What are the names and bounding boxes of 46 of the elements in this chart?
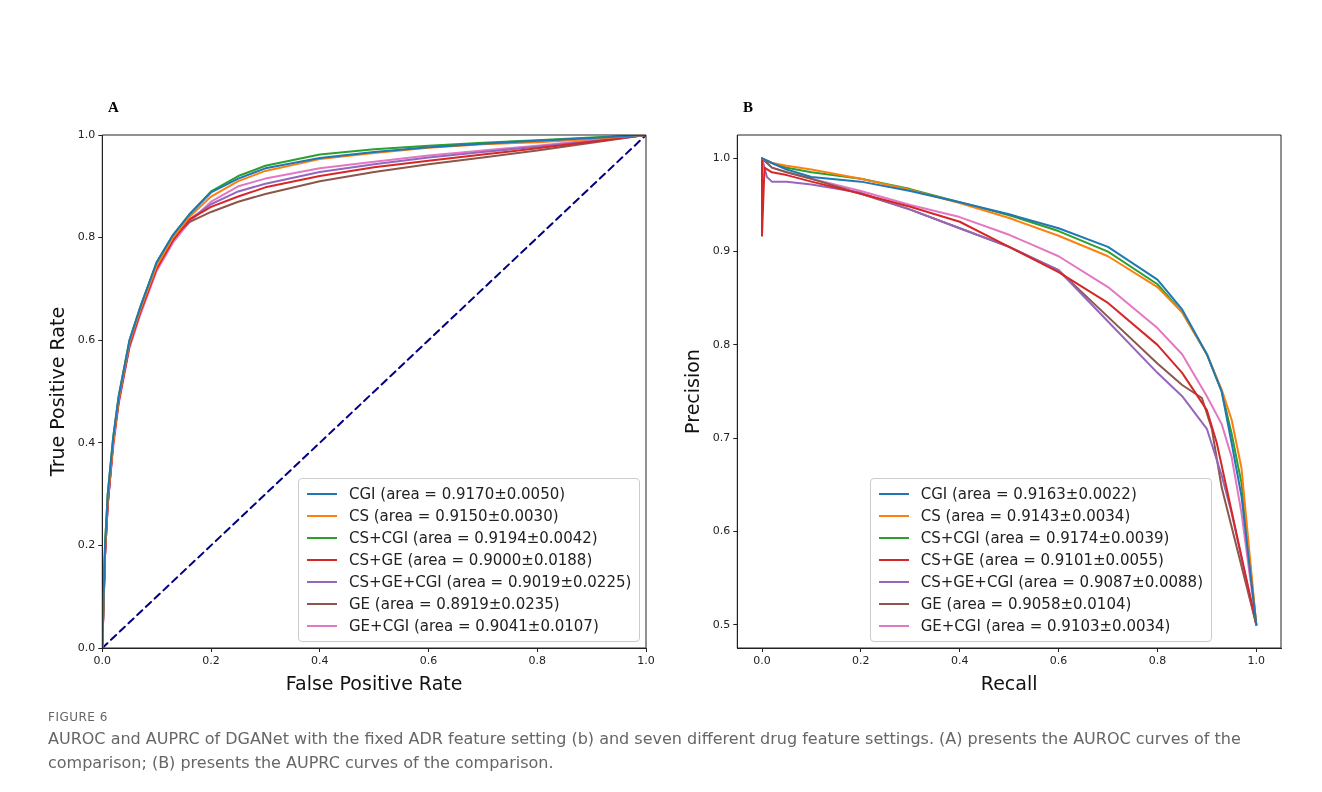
legend-label: CS (area = 0.9150±0.0030) xyxy=(349,507,559,525)
x-tick-label: 1.0 xyxy=(637,654,655,668)
legend-label: GE (area = 0.9058±0.0104) xyxy=(920,595,1132,613)
x-tick-label: 0.0 xyxy=(753,654,771,668)
text: AUROC and AUPRC of DGANet with the fixed ADR feature setting (b) and seven different drug feature settings. (A) presents the AUROC curves of the comparison; (B) presents the AUPRC curves of the comparison. xyxy=(48,728,1242,774)
legend-label: GE (area = 0.8919±0.0235) xyxy=(349,595,560,613)
x-tick-label: 0.4 xyxy=(950,654,969,668)
x-axis-title: False Positive Rate xyxy=(285,671,463,694)
x-axis-title: Recall xyxy=(980,671,1038,694)
y-tick-label: 1.0 xyxy=(77,127,96,141)
y-tick-label: 1.0 xyxy=(712,151,731,165)
x-tick-label: 0.2 xyxy=(852,654,870,668)
legend-label: CS+GE+CGI (area = 0.9087±0.0088) xyxy=(920,573,1203,591)
legend-label: CS+GE (area = 0.9101±0.0055) xyxy=(920,551,1164,569)
y-tick-label: 0.8 xyxy=(77,230,96,244)
y-axis-title: True Positive Rate xyxy=(46,306,69,478)
x-tick-label: 0.6 xyxy=(419,654,438,668)
y-tick-label: 0.9 xyxy=(712,244,731,258)
x-tick-label: 0.8 xyxy=(1148,654,1167,668)
legend-label: CS+GE+CGI (area = 0.9019±0.0225) xyxy=(349,573,632,591)
legend-label: GE+CGI (area = 0.9041±0.0107) xyxy=(349,617,599,635)
x-tick-label: 0.6 xyxy=(1049,654,1068,668)
x-tick-label: 1.0 xyxy=(1247,654,1266,668)
chart-title: A xyxy=(108,99,119,116)
x-tick-label: 0.4 xyxy=(311,654,329,668)
x-tick-label: 0.2 xyxy=(202,654,220,668)
y-tick-label: 0.6 xyxy=(712,524,731,538)
y-tick-label: 0.6 xyxy=(77,333,96,347)
y-tick-label: 0.2 xyxy=(77,538,96,552)
chart-title: B xyxy=(743,99,754,116)
legend-label: CS+CGI (area = 0.9194±0.0042) xyxy=(349,529,598,547)
x-tick-label: 0.0 xyxy=(93,654,112,668)
y-tick-label: 0.5 xyxy=(712,617,731,631)
y-tick-label: 0.8 xyxy=(712,337,731,351)
legend-label: CGI (area = 0.9163±0.0022) xyxy=(920,485,1137,503)
caption: FIGURE 6 xyxy=(48,710,109,724)
y-tick-label: 0.7 xyxy=(712,431,731,444)
y-tick-label: 0.4 xyxy=(77,435,96,449)
legend-label: CS (area = 0.9143±0.0034) xyxy=(920,507,1131,525)
legend-label: CGI (area = 0.9170±0.0050) xyxy=(349,485,566,503)
legend-label: CS+CGI (area = 0.9174±0.0039) xyxy=(920,529,1170,547)
legend-label: CS+GE (area = 0.9000±0.0188) xyxy=(349,551,593,569)
x-tick-label: 0.8 xyxy=(528,654,547,668)
y-tick-label: 0.0 xyxy=(77,640,96,654)
legend-label: GE+CGI (area = 0.9103±0.0034) xyxy=(920,617,1171,635)
y-axis-title: Precision xyxy=(681,349,704,434)
